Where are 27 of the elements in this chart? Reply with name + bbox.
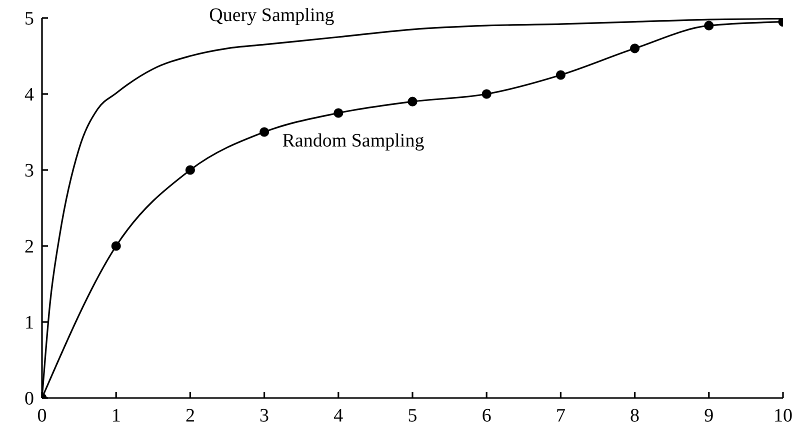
- y-tick-label: 0: [24, 388, 34, 410]
- point: [630, 44, 640, 54]
- x-tick-label: 6: [482, 405, 492, 426]
- point: [482, 89, 492, 99]
- x-tick-label: 7: [556, 405, 566, 426]
- x-tick-label: 4: [334, 405, 344, 426]
- y-tick-label: 3: [24, 160, 34, 182]
- series-label: Query Sampling: [209, 4, 335, 26]
- point: [185, 165, 195, 175]
- x-tick-label: 3: [260, 405, 270, 426]
- x-tick-label: 1: [111, 405, 121, 426]
- x-tick-label: 5: [408, 405, 418, 426]
- point: [556, 70, 566, 80]
- point: [408, 96, 418, 106]
- y-tick-label: 5: [24, 8, 34, 30]
- point: [334, 108, 344, 118]
- y-tick-label: 2: [24, 236, 34, 258]
- x-tick-label: 8: [630, 405, 640, 426]
- y-tick-label: 1: [24, 312, 34, 334]
- x-tick-label: 2: [185, 405, 195, 426]
- x-tick-label: 9: [704, 405, 714, 426]
- series-label: Random Sampling: [282, 130, 425, 152]
- x-tick-label: 10: [774, 405, 792, 426]
- point: [111, 241, 121, 251]
- point: [260, 127, 270, 137]
- y-tick-label: 4: [24, 84, 34, 106]
- point: [704, 20, 714, 30]
